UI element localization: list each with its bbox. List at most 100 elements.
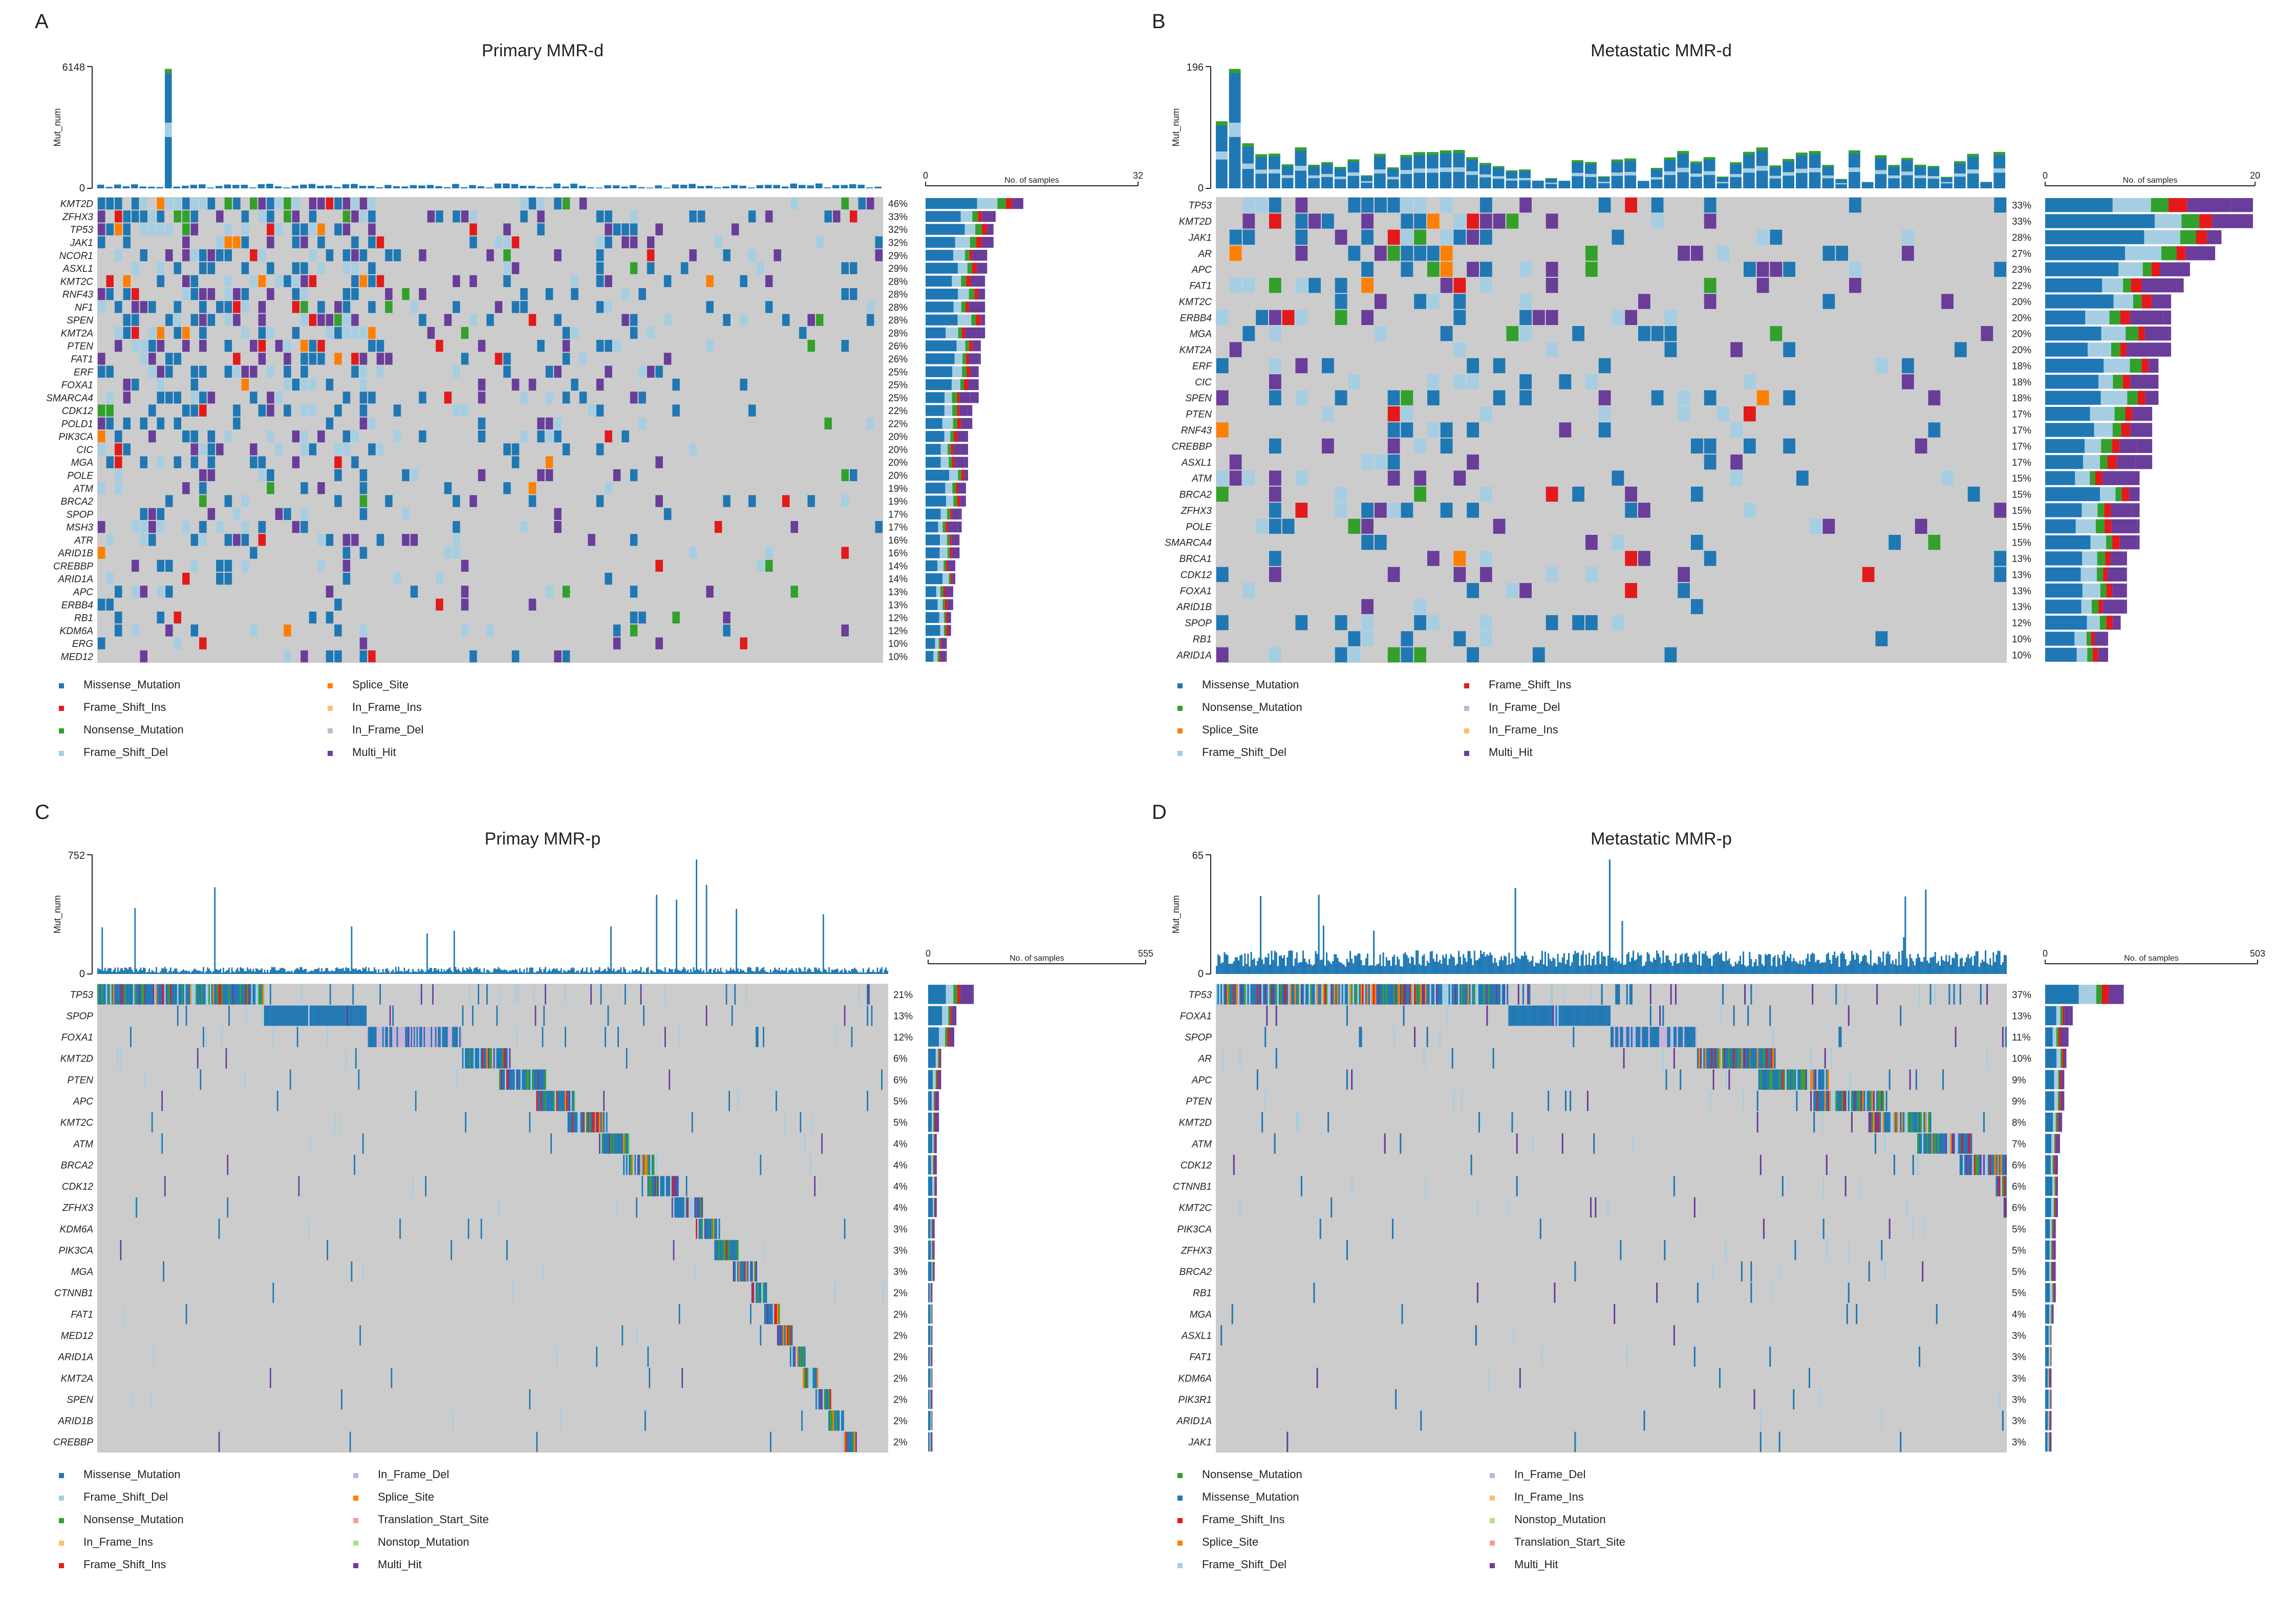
mutation-cell xyxy=(302,1005,304,1026)
mutation-cell xyxy=(728,1240,730,1261)
mutation-cell xyxy=(1426,984,1428,1005)
tmb-bar xyxy=(1278,956,1280,974)
mutation-cell xyxy=(399,1219,401,1239)
tmb-bar xyxy=(720,967,722,974)
tmb-bar xyxy=(480,971,482,974)
mutation-cell xyxy=(1275,1005,1277,1026)
mutation-cell xyxy=(1756,262,1769,277)
mutation-cell xyxy=(620,1133,622,1154)
mutation-cell xyxy=(1247,984,1249,1005)
mutation-cell xyxy=(1469,984,1471,1005)
tmb-bar xyxy=(758,971,760,974)
tmb-bar xyxy=(1608,859,1611,974)
mutation-cell xyxy=(1437,984,1440,1005)
side-bar-segment xyxy=(2051,1134,2054,1154)
tmb-bar xyxy=(268,972,270,974)
mutation-cell xyxy=(224,198,232,210)
tmb-bar-segment xyxy=(1585,162,1597,164)
tmb-bar xyxy=(651,970,653,974)
mutation-cell xyxy=(737,1240,739,1261)
mutation-cell xyxy=(267,288,274,300)
mutation-cell xyxy=(123,443,131,456)
tmb-bar xyxy=(1551,961,1553,974)
tmb-bar xyxy=(1915,958,1917,974)
side-bar-segment xyxy=(926,547,940,558)
tmb-bar xyxy=(776,969,777,974)
mutation-cell xyxy=(1595,1197,1597,1218)
mutation-cell xyxy=(1539,1219,1541,1239)
tmb-bar xyxy=(882,972,884,974)
mutation-cell xyxy=(115,223,122,235)
tmb-bar xyxy=(807,185,814,188)
mutation-cell xyxy=(2003,1197,2005,1218)
side-bar-segment xyxy=(2045,375,2099,389)
tmb-bar xyxy=(438,969,440,974)
tmb-bar xyxy=(469,185,476,188)
mutation-cell xyxy=(1559,374,1572,389)
tmb-bar xyxy=(1607,955,1609,974)
mutation-cell xyxy=(518,1069,519,1090)
mutation-cell xyxy=(511,301,520,313)
mutation-cell xyxy=(530,1069,532,1090)
tmb-bar xyxy=(1819,963,1821,974)
mutation-cell xyxy=(1925,1112,1927,1133)
mutation-cell xyxy=(207,469,216,482)
tmb-bar xyxy=(1852,954,1855,974)
mutation-cell xyxy=(1414,1027,1416,1047)
tmb-bar xyxy=(232,185,240,188)
tmb-bar xyxy=(1662,950,1664,974)
mutation-cell xyxy=(2003,1176,2005,1197)
tmb-bar xyxy=(334,971,335,974)
side-bar-segment xyxy=(975,224,982,235)
mutation-cell xyxy=(467,1048,469,1069)
mutation-cell xyxy=(1263,984,1265,1005)
tmb-bar xyxy=(1349,950,1351,974)
tmb-bar xyxy=(500,969,502,974)
side-bar-segment xyxy=(938,1091,939,1111)
side-bar-segment xyxy=(931,1411,932,1431)
mutation-cell xyxy=(396,1027,398,1047)
mutation-cell xyxy=(258,314,266,326)
side-bar-segment xyxy=(935,1198,937,1217)
mutation-cell xyxy=(242,984,244,1005)
tmb-bar xyxy=(264,969,266,974)
mutation-cell xyxy=(596,340,604,352)
mutation-cell xyxy=(427,1027,430,1047)
mutation-cell xyxy=(1283,984,1285,1005)
mutation-cell xyxy=(1838,1027,1840,1047)
tmb-bar-segment xyxy=(1967,169,1979,174)
tmb-bar xyxy=(1874,963,1877,974)
mutation-cell xyxy=(1295,246,1308,261)
side-bar-segment xyxy=(2176,246,2186,261)
side-bar-segment xyxy=(2141,294,2152,309)
side-bar-segment xyxy=(982,250,988,261)
mutation-cell xyxy=(1574,1005,1576,1026)
side-bar-segment xyxy=(2053,1219,2056,1239)
legend-swatch xyxy=(59,728,64,733)
tmb-bar xyxy=(1970,957,1972,974)
mutation-cell xyxy=(1994,567,2006,582)
side-bar-segment xyxy=(931,1326,933,1345)
mutation-cell xyxy=(301,365,308,378)
mutation-cell xyxy=(245,1005,247,1026)
side-bar-segment xyxy=(952,573,956,584)
tmb-ymin-label: 0 xyxy=(1198,968,1204,980)
tmb-bar-segment xyxy=(1413,168,1425,173)
mutation-cell xyxy=(309,210,317,223)
mutation-cell xyxy=(1546,262,1558,277)
mutation-cell xyxy=(574,1112,576,1133)
mutation-cell xyxy=(1427,390,1440,405)
tmb-bar xyxy=(1703,954,1705,974)
mutation-cell xyxy=(1282,984,1284,1005)
mutation-cell xyxy=(565,1027,566,1047)
mutation-cell xyxy=(503,482,511,494)
mutation-cell xyxy=(414,1027,415,1047)
tmb-bar xyxy=(375,969,377,974)
tmb-bar xyxy=(563,969,565,974)
tmb-bar xyxy=(1539,959,1541,974)
side-bar-segment xyxy=(2045,985,2079,1004)
mutation-cell xyxy=(1387,406,1400,422)
side-bar-segment xyxy=(930,1283,931,1303)
side-bar-segment xyxy=(2126,327,2138,341)
gene-label: CDK12 xyxy=(1181,570,1212,580)
